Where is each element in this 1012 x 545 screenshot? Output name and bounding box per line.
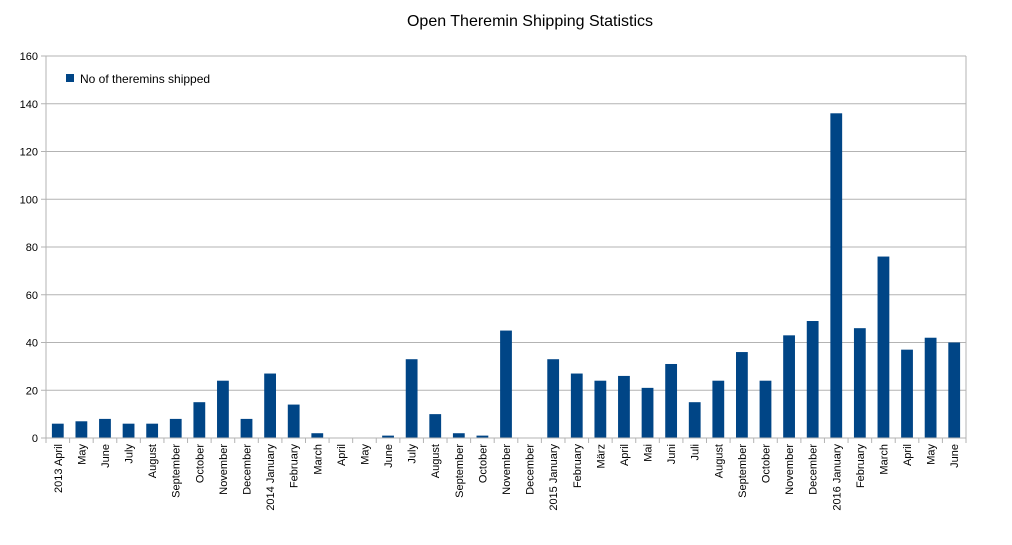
bar: [641, 387, 654, 438]
x-tick-label: June: [949, 444, 961, 468]
x-tick-label: May: [76, 444, 88, 465]
x-tick-label: 2015 January: [548, 444, 560, 511]
x-tick-label: June: [383, 444, 395, 468]
x-tick-label: April: [336, 444, 348, 466]
x-tick-label: October: [760, 444, 772, 483]
bar: [476, 435, 489, 438]
x-tick-label: Mai: [643, 444, 655, 462]
x-tick-label: September: [171, 444, 183, 498]
x-tick-label: June: [100, 444, 112, 468]
bar: [217, 380, 229, 438]
x-tick-label: März: [595, 444, 607, 468]
y-tick-label: 20: [26, 385, 38, 397]
x-tick-label: November: [784, 444, 796, 495]
bar: [287, 404, 300, 438]
y-tick-label: 0: [32, 433, 38, 445]
x-tick-label: March: [878, 444, 890, 475]
x-tick-label: October: [477, 444, 489, 483]
x-tick-label: March: [312, 444, 324, 475]
bar: [75, 421, 88, 438]
x-tick-label: 2016 January: [831, 444, 843, 511]
bar: [264, 373, 276, 438]
x-tick-label: September: [737, 444, 749, 498]
bar: [594, 380, 607, 438]
bar: [193, 402, 206, 438]
x-axis: 2013 April May June July August September Octo…: [45, 437, 967, 511]
bar: [122, 423, 135, 438]
bar: [240, 418, 253, 438]
x-tick-label: November: [501, 444, 513, 495]
bar: [570, 373, 583, 438]
bar: [547, 359, 560, 438]
bar: [382, 435, 394, 438]
bar: [712, 380, 725, 438]
x-tick-label: February: [572, 444, 584, 489]
x-tick-label: Juni: [666, 444, 678, 464]
bar: [877, 256, 890, 438]
bar-series: [51, 113, 961, 439]
bar: [783, 335, 795, 438]
x-tick-label: 2013 April: [53, 444, 65, 493]
x-tick-label: February: [855, 444, 867, 489]
x-tick-label: August: [713, 444, 725, 478]
bar: [806, 321, 819, 438]
bar: [405, 359, 418, 438]
y-tick-label: 60: [26, 290, 38, 302]
bar: [665, 363, 678, 438]
bar: [452, 433, 465, 438]
bar: [759, 380, 772, 438]
x-tick-label: November: [218, 444, 230, 495]
x-tick-label: August: [430, 444, 442, 478]
y-tick-label: 40: [26, 338, 38, 350]
x-tick-label: April: [619, 444, 631, 466]
bar: [51, 423, 64, 438]
bar: [618, 375, 630, 438]
x-tick-label: September: [454, 444, 466, 498]
bar: [853, 328, 866, 438]
bar: [901, 349, 913, 438]
x-tick-label: July: [124, 444, 136, 464]
bar: [736, 352, 748, 438]
x-tick-label: December: [808, 444, 820, 495]
y-tick-label: 80: [26, 242, 38, 254]
bar: [429, 414, 442, 438]
legend: No of theremins shipped: [66, 72, 210, 86]
bar: [99, 418, 111, 438]
bar: [169, 418, 182, 438]
x-tick-label: Juli: [690, 444, 702, 461]
x-tick-label: July: [407, 444, 419, 464]
y-tick-label: 100: [20, 194, 38, 206]
x-tick-label: October: [194, 444, 206, 483]
bar: [830, 113, 843, 439]
gridlines: [45, 55, 967, 439]
bar: [146, 423, 159, 438]
bar: [948, 342, 961, 438]
x-tick-label: August: [147, 444, 159, 478]
x-tick-label: February: [289, 444, 301, 489]
legend-swatch: [66, 74, 74, 82]
bar: [688, 402, 701, 438]
bar: [311, 433, 324, 438]
y-axis: 0 20 40 60 80 100 120 140 160: [20, 51, 46, 445]
x-tick-label: May: [359, 444, 371, 465]
x-tick-label: December: [242, 444, 254, 495]
x-tick-label: May: [926, 444, 938, 465]
chart-title: Open Theremin Shipping Statistics: [407, 13, 653, 30]
y-tick-label: 160: [20, 51, 38, 63]
bar: [500, 330, 512, 438]
y-tick-label: 120: [20, 147, 38, 159]
x-tick-label: December: [525, 444, 537, 495]
x-tick-label: April: [902, 444, 914, 466]
y-tick-label: 140: [20, 99, 38, 111]
x-tick-label: 2014 January: [265, 444, 277, 511]
legend-label: No of theremins shipped: [80, 72, 210, 86]
bar: [924, 337, 937, 438]
